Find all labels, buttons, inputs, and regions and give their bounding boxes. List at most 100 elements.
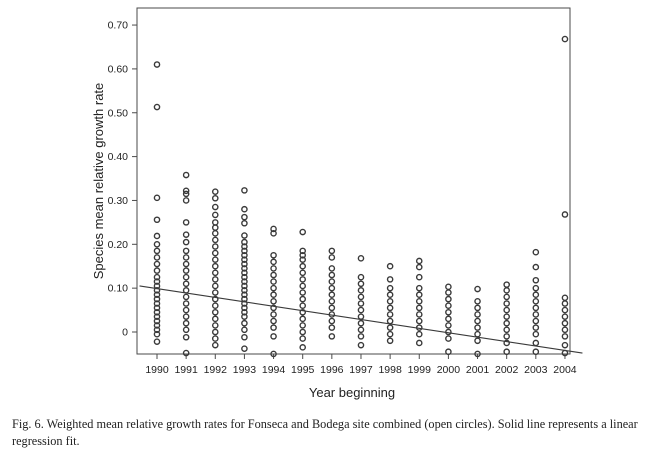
data-point xyxy=(299,276,307,283)
data-point xyxy=(211,341,219,349)
data-point xyxy=(532,311,540,318)
data-point xyxy=(211,194,219,202)
data-point xyxy=(153,322,161,329)
data-point xyxy=(211,308,219,316)
data-point xyxy=(474,304,481,312)
data-point xyxy=(532,330,540,338)
y-tick-label: 0.50 xyxy=(108,107,129,119)
data-point xyxy=(503,339,510,347)
data-point xyxy=(503,281,510,288)
data-point xyxy=(182,247,190,255)
data-point xyxy=(357,333,365,340)
data-point xyxy=(241,213,248,221)
data-point xyxy=(532,298,540,305)
data-point xyxy=(270,333,277,340)
data-point xyxy=(211,302,219,309)
data-point xyxy=(241,238,248,246)
x-tick-label: 1996 xyxy=(320,364,344,376)
data-point xyxy=(270,278,277,285)
data-point xyxy=(474,317,481,325)
data-point xyxy=(299,282,307,290)
data-point xyxy=(299,295,307,303)
data-point xyxy=(211,236,219,244)
data-point xyxy=(357,300,365,307)
data-point xyxy=(357,313,365,320)
data-point xyxy=(270,251,277,259)
data-point xyxy=(299,328,307,336)
data-point xyxy=(503,313,510,320)
data-point xyxy=(182,287,190,294)
data-point xyxy=(211,224,219,231)
data-point xyxy=(532,339,540,347)
x-tick-label: 1991 xyxy=(174,364,198,376)
data-point xyxy=(532,304,540,312)
data-point xyxy=(211,243,219,250)
data-point xyxy=(241,300,248,307)
data-point xyxy=(474,311,481,318)
data-point xyxy=(153,295,161,303)
data-point xyxy=(182,254,190,261)
data-point xyxy=(445,315,452,323)
data-point xyxy=(153,254,161,261)
data-point xyxy=(211,282,219,290)
data-point xyxy=(386,337,394,345)
data-point xyxy=(241,260,248,268)
data-point xyxy=(415,311,423,318)
data-point xyxy=(299,315,307,323)
data-point xyxy=(357,287,365,294)
data-point xyxy=(153,300,161,307)
data-point xyxy=(503,333,510,340)
data-point xyxy=(561,313,569,320)
data-point xyxy=(241,205,248,213)
data-point xyxy=(445,335,452,342)
data-point xyxy=(211,249,219,257)
data-point xyxy=(270,230,277,237)
data-point xyxy=(153,317,161,325)
data-point xyxy=(415,257,423,265)
data-point xyxy=(299,262,307,270)
data-point xyxy=(328,298,336,305)
x-tick-label: 2003 xyxy=(524,364,548,376)
data-point xyxy=(503,348,510,356)
data-point xyxy=(211,256,219,263)
data-point xyxy=(532,324,540,331)
data-point xyxy=(503,293,510,301)
data-point xyxy=(299,228,307,236)
data-point xyxy=(153,287,161,294)
data-point xyxy=(503,319,510,327)
data-point xyxy=(182,293,190,301)
data-point xyxy=(474,337,481,345)
data-point xyxy=(386,317,394,325)
x-tick-label: 1995 xyxy=(291,364,315,376)
data-point xyxy=(386,262,394,270)
data-point xyxy=(474,324,481,331)
data-point xyxy=(445,295,452,303)
data-point xyxy=(153,103,161,111)
data-point xyxy=(328,265,336,272)
y-tick-label: 0.60 xyxy=(108,63,129,75)
data-point xyxy=(445,308,452,316)
data-point xyxy=(532,248,540,256)
data-point xyxy=(328,247,336,255)
data-point xyxy=(182,260,190,268)
data-point xyxy=(270,317,277,325)
data-point xyxy=(241,251,248,259)
data-point xyxy=(386,311,394,318)
y-axis-title: Species mean relative growth rate xyxy=(91,83,106,280)
x-axis: 1990 1991 1992 1993 1994 1995 1996 1997 1998 1999… xyxy=(145,354,577,376)
figure-caption: Fig. 6. Weighted mean relative growth ra… xyxy=(12,417,638,448)
data-point xyxy=(241,273,248,281)
data-point xyxy=(241,265,248,272)
data-point xyxy=(182,280,190,288)
x-tick-label: 1990 xyxy=(145,364,169,376)
data-point xyxy=(270,225,277,233)
data-point xyxy=(153,247,161,255)
data-point xyxy=(182,273,190,281)
data-point xyxy=(445,348,452,356)
data-point xyxy=(211,188,219,195)
data-point xyxy=(415,298,423,305)
data-point xyxy=(328,271,336,279)
y-tick-label: 0.20 xyxy=(108,239,129,251)
data-point xyxy=(299,322,307,329)
data-point xyxy=(386,298,394,305)
